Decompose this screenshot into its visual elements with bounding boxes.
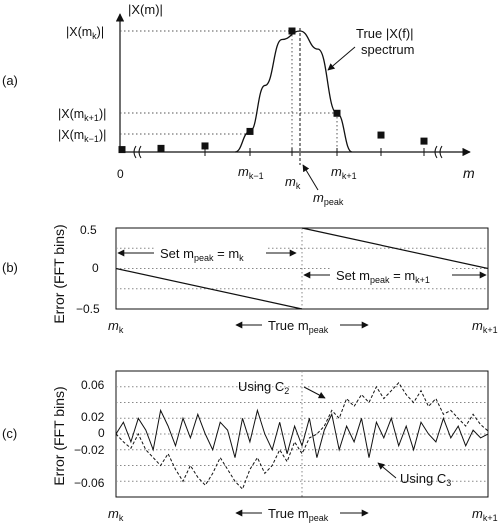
annotation-line2: spectrum: [361, 42, 414, 57]
panel-a-xlabel: m: [463, 165, 475, 181]
panel-b-xleft: mk: [108, 318, 124, 335]
using-c3-arrow: [377, 462, 397, 479]
axis-break-left: [133, 145, 142, 159]
spectrum-point: [377, 131, 385, 139]
spectrum-point: [157, 144, 165, 152]
ytick-xmk: |X(mk)|: [66, 25, 104, 41]
panel-c-series: [115, 381, 489, 491]
spectrum-points: [118, 27, 428, 154]
using-c2-arrow: [303, 386, 326, 399]
panel-c-true-label: True mpeak: [268, 506, 329, 523]
panel-b-ytick-mid: 0: [92, 261, 99, 275]
series-using-c2: [115, 381, 489, 491]
ytick-xmk1: |X(mk+1)|: [58, 107, 106, 123]
panel-b-grid: [116, 228, 488, 309]
error-line-left: [115, 267, 303, 310]
spectrum-point: [201, 142, 209, 150]
xtick-mk: mk: [285, 174, 301, 191]
panel-c-ytick: −0.06: [74, 476, 105, 490]
mpeak-label: mpeak: [313, 190, 344, 207]
panel-c-xright: mk+1: [472, 506, 498, 523]
set-right-label: Set mpeak = mk+1: [336, 268, 430, 285]
panel-a-label: (a): [2, 73, 18, 88]
set-right-bg: [330, 266, 452, 284]
using-c2-label: Using C2: [238, 379, 289, 396]
xtick-mkm1: mk−1: [238, 164, 264, 181]
panel-b-label: (b): [2, 260, 18, 275]
panel-c-ytick: −0.02: [74, 443, 105, 457]
spectrum-point: [420, 137, 428, 145]
spectrum-point: [246, 127, 254, 135]
ytick-xmkm1: |X(mk−1)|: [58, 128, 106, 144]
spectrum-point: [118, 146, 126, 154]
panel-c: (c) Error (FFT bins) 0.06 0.02 0 −0.02 −…: [2, 370, 498, 523]
error-line-right: [301, 227, 489, 270]
annotation-arrow: [327, 46, 356, 71]
panel-b-error-lines: [115, 227, 489, 310]
panel-c-ytick: 0.06: [81, 378, 105, 392]
set-left-label: Set mpeak = mk: [160, 246, 244, 263]
series-using-c3: [115, 408, 489, 458]
panel-c-xleft: mk: [108, 506, 124, 523]
panel-c-ytick: 0.02: [81, 410, 105, 424]
mpeak-pointer: [302, 164, 319, 191]
set-left-bg: [154, 244, 266, 262]
xtick-mk1: mk+1: [331, 164, 357, 181]
panel-a-ylabel: |X(m)|: [128, 2, 163, 17]
panel-c-ylabel: Error (FFT bins): [51, 386, 67, 485]
spectrum-point: [333, 109, 341, 117]
panel-b-xright: mk+1: [472, 318, 498, 335]
annotation-line1: True |X(f)|: [356, 26, 414, 41]
panel-c-ytick: 0: [98, 426, 105, 440]
panel-c-grid: [116, 371, 488, 497]
axis-break-right: [434, 145, 443, 159]
panel-a-origin-label: 0: [117, 167, 124, 181]
spectrum-point: [288, 27, 296, 35]
panel-b-ytick-top: 0.5: [80, 223, 97, 237]
panel-b: (b) Error (FFT bins) 0.5 0 −0.5 Set mpea…: [2, 223, 498, 335]
panel-a: (a) |X(m)| m 0 |X(mk)| |X(mk+1)| |X(mk−1…: [2, 2, 475, 207]
panel-b-ytick-bot: −0.5: [76, 302, 100, 316]
panel-b-true-label: True mpeak: [268, 318, 329, 335]
panel-c-label: (c): [2, 426, 17, 441]
panel-b-ylabel: Error (FFT bins): [51, 224, 67, 323]
using-c3-label: Using C3: [400, 471, 451, 488]
